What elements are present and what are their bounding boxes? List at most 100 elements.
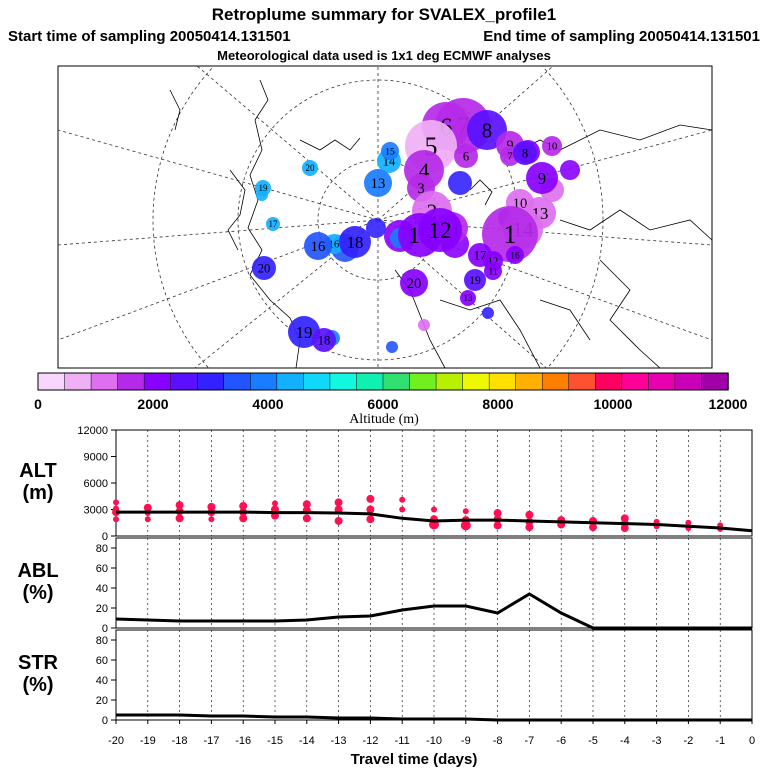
x-tick-label: -13 [331, 735, 347, 747]
plume-circle [542, 136, 562, 156]
colorbar-bin [303, 372, 331, 391]
x-tick-label: -3 [652, 735, 662, 747]
plume-circle [304, 232, 332, 260]
alt-point [175, 514, 184, 523]
x-tick-label: -1 [715, 735, 725, 747]
y-tick-label: 60 [96, 655, 108, 667]
y-tick-label: 0 [102, 715, 108, 727]
plume-day-label: 18 [318, 333, 331, 347]
plume-day-label: 18 [347, 233, 364, 252]
abl-ylabel: ABL [17, 560, 58, 582]
colorbar-bin [90, 372, 119, 391]
x-tick-label: -5 [588, 735, 598, 747]
x-tick-label: -20 [108, 735, 124, 747]
plume-day-label: 17 [474, 248, 487, 262]
plume-circle [526, 162, 558, 194]
alt-point [399, 506, 406, 513]
colorbar-bin [488, 372, 517, 391]
colorbar-bin [435, 372, 464, 391]
x-tick-label: -9 [461, 735, 471, 747]
colorbar-tick-label: 10000 [594, 396, 633, 412]
plume-circle [364, 169, 392, 197]
alt-point [144, 516, 151, 523]
alt-point [366, 515, 375, 524]
y-tick-label: 40 [96, 583, 108, 595]
colorbar-tick-label: 8000 [482, 396, 513, 412]
colorbar-bin [37, 372, 66, 391]
alt-point [431, 506, 437, 513]
alt-ylabel: ALT [19, 460, 56, 482]
colorbar-bin [170, 372, 198, 391]
x-tick-label: -6 [556, 735, 566, 747]
x-tick-label: -17 [203, 735, 219, 747]
plume-day-label: 9 [538, 169, 546, 188]
y-tick-label: 40 [96, 675, 108, 687]
plume-day-label: 1 [504, 220, 517, 249]
x-tick-label: -12 [362, 735, 378, 747]
plume-circle [513, 141, 537, 165]
plume-day-label: 20 [258, 261, 271, 275]
x-axis-label: Travel time (days) [351, 751, 478, 768]
colorbar-bin [117, 372, 145, 391]
y-tick-label: 9000 [84, 452, 108, 464]
retroplume-map: 7685981067843921013111411415132016191716… [57, 65, 713, 369]
plume-circle [400, 269, 428, 297]
plume-circle [312, 328, 336, 352]
colorbar-bin [568, 372, 597, 391]
plume-day-label: 20 [407, 276, 422, 292]
altitude-colorbar: 0 2000 4000 6000 8000 10000 12000 Altitude (m) [34, 372, 748, 427]
plume-circle [252, 256, 276, 280]
y-tick-label: 20 [96, 603, 108, 615]
alt-point [399, 496, 406, 503]
plume-circle [448, 171, 472, 195]
x-tick-label: -11 [395, 735, 410, 747]
abl-line [115, 592, 752, 630]
plume-day-label: 8 [482, 118, 493, 142]
plume-day-label: 13 [371, 176, 386, 192]
plume-circle [255, 180, 271, 196]
plume-circle [506, 246, 524, 264]
colorbar-tick-label: 12000 [709, 396, 748, 412]
alt-point [334, 498, 343, 507]
x-tick-label: 0 [749, 735, 755, 747]
colorbar-tick-label: 4000 [252, 396, 283, 412]
colorbar-bin [64, 372, 92, 391]
colorbar-frame [37, 372, 729, 391]
alt-ylabel: (m) [22, 482, 53, 504]
alt-point [462, 508, 469, 515]
colorbar-bin [674, 372, 703, 391]
plume-circle [339, 226, 371, 258]
plume-day-label: 20 [306, 163, 316, 173]
colorbar-bin [329, 372, 358, 391]
plume-day-label: 3 [417, 181, 424, 197]
alt-point [239, 514, 248, 523]
x-tick-label: -10 [426, 735, 442, 747]
colorbar-tick-label: 0 [34, 396, 42, 412]
alt-point [175, 501, 184, 510]
abl-ylabel: (%) [22, 582, 53, 604]
str-ylabel: (%) [22, 674, 53, 696]
map-frame [57, 65, 713, 369]
alt-point [493, 509, 502, 518]
plume-day-label: 7 [507, 152, 512, 163]
alt-point [620, 524, 629, 533]
plume-circle [560, 160, 580, 180]
x-tick-label: -15 [267, 735, 283, 747]
alt-point [302, 500, 311, 509]
plume-circle [460, 290, 476, 306]
alt-point [589, 523, 597, 532]
colorbar-tick-label: 6000 [367, 396, 398, 412]
time-series-panels: 120009000600030000ALT(m)806040200ABL(%)8… [17, 425, 755, 768]
colorbar-bin [541, 372, 570, 391]
colorbar-bin [196, 372, 225, 391]
alt-point [493, 521, 502, 530]
colorbar-bin [648, 372, 676, 391]
colorbar-bin [515, 372, 543, 391]
y-tick-label: 80 [96, 635, 108, 647]
plume-circle [484, 262, 502, 280]
x-tick-label: -8 [493, 735, 503, 747]
y-tick-label: 6000 [84, 478, 108, 490]
y-tick-label: 0 [102, 623, 108, 635]
figure-title: Retroplume summary for SVALEX_profile1 [212, 5, 557, 24]
